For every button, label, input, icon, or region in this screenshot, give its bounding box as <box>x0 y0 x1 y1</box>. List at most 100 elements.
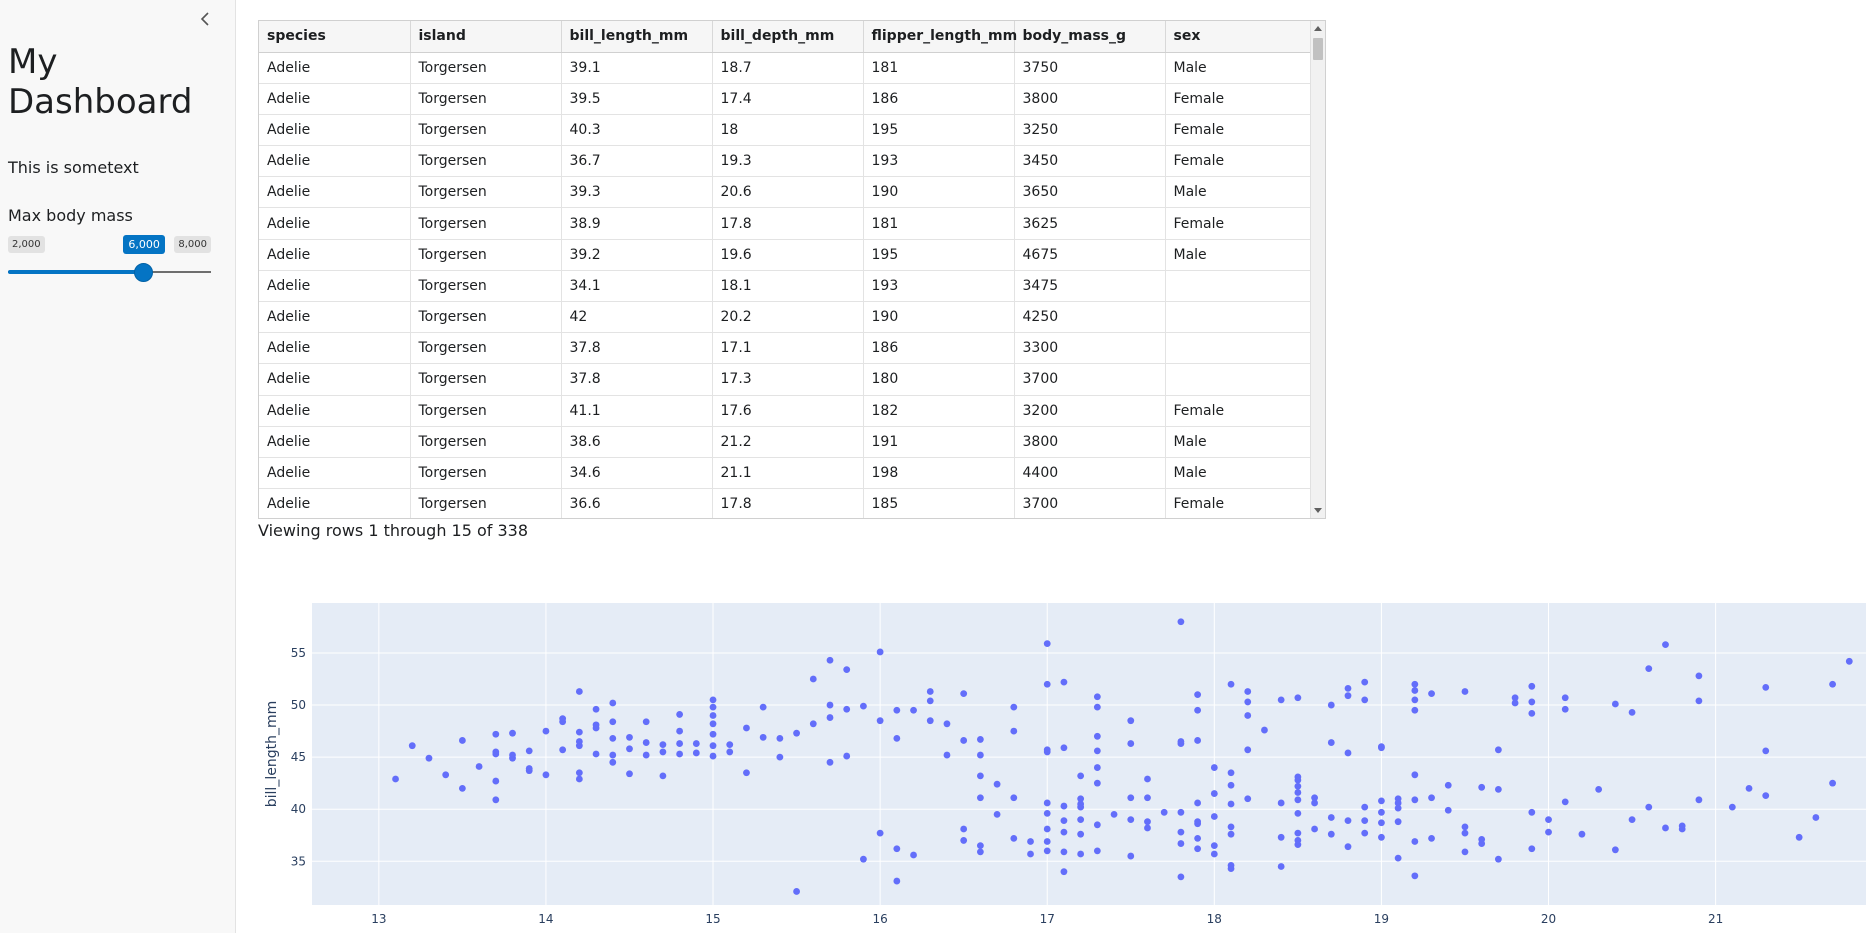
data-point[interactable] <box>1010 794 1018 802</box>
data-point[interactable] <box>1194 706 1202 714</box>
data-point[interactable] <box>1210 850 1218 858</box>
data-point[interactable] <box>743 769 750 777</box>
data-point[interactable] <box>1210 842 1218 850</box>
data-point[interactable] <box>1494 746 1502 754</box>
table-cell-body_mass_g[interactable]: 3300 <box>1014 332 1166 365</box>
scroll-up-arrow-icon[interactable] <box>1314 26 1322 31</box>
data-point[interactable] <box>1144 824 1151 832</box>
data-point[interactable] <box>1244 795 1252 803</box>
data-point[interactable] <box>1511 694 1519 702</box>
data-point[interactable] <box>1611 700 1619 708</box>
table-cell-species[interactable]: Adelie <box>259 395 411 427</box>
data-point[interactable] <box>1227 680 1235 688</box>
data-point[interactable] <box>1027 850 1034 858</box>
data-point[interactable] <box>1528 698 1536 706</box>
data-point[interactable] <box>626 745 633 753</box>
table-cell-island[interactable]: Torgersen <box>410 83 562 115</box>
data-point[interactable] <box>1244 688 1252 695</box>
table-cell-body_mass_g[interactable]: 3450 <box>1014 145 1166 178</box>
data-point[interactable] <box>1210 790 1218 797</box>
table-cell-island[interactable]: Torgersen <box>410 457 562 490</box>
table-cell-sex[interactable] <box>1165 332 1312 365</box>
table-row[interactable]: Adelie Torgersen 38.6 21.2 191 3800 Male <box>259 426 1312 458</box>
data-point[interactable] <box>1043 825 1051 833</box>
data-point[interactable] <box>1378 743 1385 751</box>
table-cell-species[interactable]: Adelie <box>259 332 411 365</box>
data-point[interactable] <box>1545 828 1552 836</box>
data-point[interactable] <box>1093 747 1101 755</box>
table-cell-island[interactable]: Torgersen <box>410 488 562 518</box>
table-cell-sex[interactable]: Female <box>1165 207 1312 240</box>
data-point[interactable] <box>1695 672 1703 680</box>
data-point[interactable] <box>1378 808 1385 816</box>
table-row[interactable]: Adelie Torgersen 40.3 18 195 3250 Female <box>259 114 1312 147</box>
data-point[interactable] <box>943 751 951 759</box>
table-cell-bill_depth_mm[interactable]: 18.1 <box>712 270 864 303</box>
data-point[interactable] <box>1110 811 1118 818</box>
data-point[interactable] <box>609 751 617 759</box>
data-point[interactable] <box>1127 852 1135 860</box>
data-point[interactable] <box>1294 694 1302 702</box>
data-point[interactable] <box>692 740 700 747</box>
data-point[interactable] <box>876 648 884 656</box>
data-point[interactable] <box>1662 641 1669 649</box>
data-point[interactable] <box>1077 830 1085 838</box>
data-point[interactable] <box>1294 809 1302 817</box>
table-cell-sex[interactable]: Female <box>1165 488 1312 518</box>
data-point[interactable] <box>1678 822 1686 830</box>
table-cell-bill_length_mm[interactable]: 39.1 <box>561 52 713 84</box>
table-cell-sex[interactable] <box>1165 363 1312 396</box>
data-point[interactable] <box>1077 772 1085 780</box>
data-point[interactable] <box>626 770 633 778</box>
data-point[interactable] <box>1344 692 1352 700</box>
data-point[interactable] <box>1411 838 1419 845</box>
table-cell-bill_length_mm[interactable]: 39.2 <box>561 239 713 271</box>
data-point[interactable] <box>860 855 867 863</box>
data-point[interactable] <box>843 666 851 674</box>
data-point[interactable] <box>575 738 583 745</box>
data-point[interactable] <box>1043 680 1051 688</box>
table-cell-bill_length_mm[interactable]: 37.8 <box>561 363 713 396</box>
data-point[interactable] <box>1745 784 1753 792</box>
data-point[interactable] <box>1127 717 1135 725</box>
table-cell-species[interactable]: Adelie <box>259 457 411 490</box>
data-point[interactable] <box>1093 703 1101 711</box>
data-point[interactable] <box>1244 698 1252 706</box>
data-point[interactable] <box>492 796 500 804</box>
data-point[interactable] <box>826 714 834 721</box>
data-point[interactable] <box>575 688 583 695</box>
data-point[interactable] <box>1829 779 1836 787</box>
table-cell-species[interactable]: Adelie <box>259 239 411 271</box>
data-point[interactable] <box>492 748 500 756</box>
scroll-thumb[interactable] <box>1313 38 1323 60</box>
data-point[interactable] <box>1227 830 1235 838</box>
data-point[interactable] <box>1461 688 1469 695</box>
data-point[interactable] <box>1444 806 1452 814</box>
data-point[interactable] <box>1411 796 1419 804</box>
data-point[interactable] <box>1277 799 1285 807</box>
data-point[interactable] <box>1294 829 1302 837</box>
table-cell-body_mass_g[interactable]: 3650 <box>1014 176 1166 209</box>
data-point[interactable] <box>1411 771 1419 779</box>
table-scrollbar[interactable] <box>1310 21 1325 518</box>
data-point[interactable] <box>1077 816 1085 824</box>
data-point[interactable] <box>1177 840 1185 847</box>
data-point[interactable] <box>709 742 717 750</box>
data-point[interactable] <box>743 724 750 732</box>
data-point[interactable] <box>408 742 416 750</box>
data-point[interactable] <box>776 753 784 761</box>
table-cell-flipper_length_mm[interactable]: 181 <box>863 52 1015 84</box>
table-cell-bill_depth_mm[interactable]: 17.8 <box>712 207 864 240</box>
data-point[interactable] <box>1311 794 1318 802</box>
data-point[interactable] <box>1060 678 1068 686</box>
table-row[interactable]: Adelie Torgersen 37.8 17.1 186 3300 <box>259 332 1312 365</box>
data-point[interactable] <box>1060 744 1068 752</box>
table-cell-bill_depth_mm[interactable]: 20.6 <box>712 176 864 209</box>
data-point[interactable] <box>926 688 934 695</box>
data-point[interactable] <box>1528 709 1536 717</box>
data-point[interactable] <box>1645 803 1653 811</box>
table-cell-bill_depth_mm[interactable]: 17.3 <box>712 363 864 396</box>
table-cell-island[interactable]: Torgersen <box>410 301 562 334</box>
table-cell-species[interactable]: Adelie <box>259 270 411 303</box>
table-cell-body_mass_g[interactable]: 4400 <box>1014 457 1166 490</box>
